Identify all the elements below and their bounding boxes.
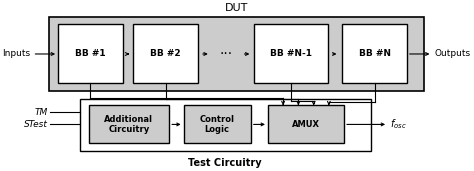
Bar [80, 99, 371, 151]
Text: Inputs: Inputs [2, 49, 30, 58]
Text: AMUX: AMUX [292, 120, 320, 129]
Bar [183, 105, 251, 143]
Bar [89, 105, 169, 143]
Text: STest: STest [24, 120, 48, 129]
Text: BB #1: BB #1 [75, 49, 106, 58]
Bar [133, 24, 198, 83]
Bar [58, 24, 123, 83]
Text: $f_{osc}$: $f_{osc}$ [390, 117, 407, 131]
Bar [255, 24, 328, 83]
Text: Additional
Circuitry: Additional Circuitry [104, 115, 154, 134]
Text: TM: TM [35, 108, 48, 117]
Text: BB #2: BB #2 [150, 49, 181, 58]
Text: Outputs: Outputs [435, 49, 471, 58]
Text: Control
Logic: Control Logic [200, 115, 235, 134]
Text: DUT: DUT [225, 3, 248, 13]
Text: BB #N: BB #N [359, 49, 391, 58]
Bar [342, 24, 407, 83]
Text: BB #N-1: BB #N-1 [270, 49, 312, 58]
Bar [49, 17, 424, 91]
Bar [268, 105, 344, 143]
Text: ···: ··· [219, 47, 233, 61]
Text: Test Circuitry: Test Circuitry [189, 158, 262, 168]
